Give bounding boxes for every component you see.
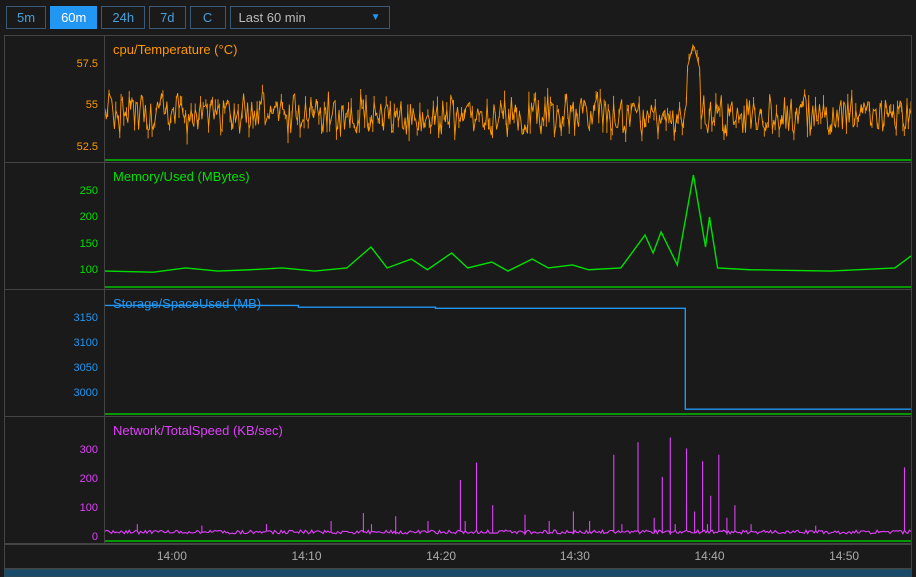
plot-cpu[interactable]: cpu/Temperature (°C)	[105, 36, 911, 162]
ytick: 200	[80, 211, 98, 223]
ytick: 3000	[74, 387, 98, 399]
ytick: 150	[80, 238, 98, 250]
chart-panels: 52.5 55 57.5 cpu/Temperature (°C) 100 150 200 2…	[4, 35, 912, 569]
ytick: 300	[80, 444, 98, 456]
plot-storage[interactable]: Storage/SpaceUsed (MB)	[105, 290, 911, 416]
ytick: 52.5	[77, 141, 98, 153]
plot-mem[interactable]: Memory/Used (MBytes)	[105, 163, 911, 289]
xtick: 14:30	[560, 549, 590, 563]
xtick: 14:20	[426, 549, 456, 563]
ytick: 250	[80, 185, 98, 197]
time-range-select[interactable]: Last 60 min ▼	[230, 6, 390, 29]
ytick: 100	[80, 502, 98, 514]
range-button-7d[interactable]: 7d	[149, 6, 185, 29]
range-button-c[interactable]: C	[190, 6, 226, 29]
time-range-toolbar: 5m60m24h7dC Last 60 min ▼	[4, 4, 912, 35]
range-button-5m[interactable]: 5m	[6, 6, 46, 29]
panel-net: 0 100 200 300 Network/TotalSpeed (KB/sec)	[5, 417, 911, 544]
ytick: 55	[86, 99, 98, 111]
yaxis-storage: 3000 3050 3100 3150	[5, 290, 105, 416]
time-axis: 14:00 14:10 14:20 14:30 14:40 14:50	[5, 544, 911, 568]
panel-cpu: 52.5 55 57.5 cpu/Temperature (°C)	[5, 36, 911, 163]
xtick: 14:40	[694, 549, 724, 563]
range-button-24h[interactable]: 24h	[101, 6, 145, 29]
xtick: 14:00	[157, 549, 187, 563]
chevron-down-icon: ▼	[371, 12, 381, 23]
yaxis-net: 0 100 200 300	[5, 417, 105, 543]
yaxis-mem: 100 150 200 250	[5, 163, 105, 289]
plot-net[interactable]: Network/TotalSpeed (KB/sec)	[105, 417, 911, 543]
panel-mem: 100 150 200 250 Memory/Used (MBytes)	[5, 163, 911, 290]
plot-title-storage: Storage/SpaceUsed (MB)	[113, 296, 261, 311]
range-button-60m[interactable]: 60m	[50, 6, 97, 29]
xtick: 14:50	[829, 549, 859, 563]
yaxis-cpu: 52.5 55 57.5	[5, 36, 105, 162]
ytick: 3050	[74, 362, 98, 374]
panel-storage: 3000 3050 3100 3150 Storage/SpaceUsed (MB)	[5, 290, 911, 417]
plot-title-mem: Memory/Used (MBytes)	[113, 169, 250, 184]
plot-title-net: Network/TotalSpeed (KB/sec)	[113, 423, 283, 438]
ytick: 57.5	[77, 58, 98, 70]
ytick: 100	[80, 264, 98, 276]
plot-title-cpu: cpu/Temperature (°C)	[113, 42, 237, 57]
time-scrollbar-thumb[interactable]	[5, 570, 911, 576]
xtick: 14:10	[291, 549, 321, 563]
time-range-label: Last 60 min	[239, 10, 306, 25]
ytick: 200	[80, 473, 98, 485]
ytick: 3150	[74, 312, 98, 324]
time-scrollbar[interactable]	[4, 569, 912, 577]
ytick: 3100	[74, 337, 98, 349]
ytick: 0	[92, 531, 98, 543]
